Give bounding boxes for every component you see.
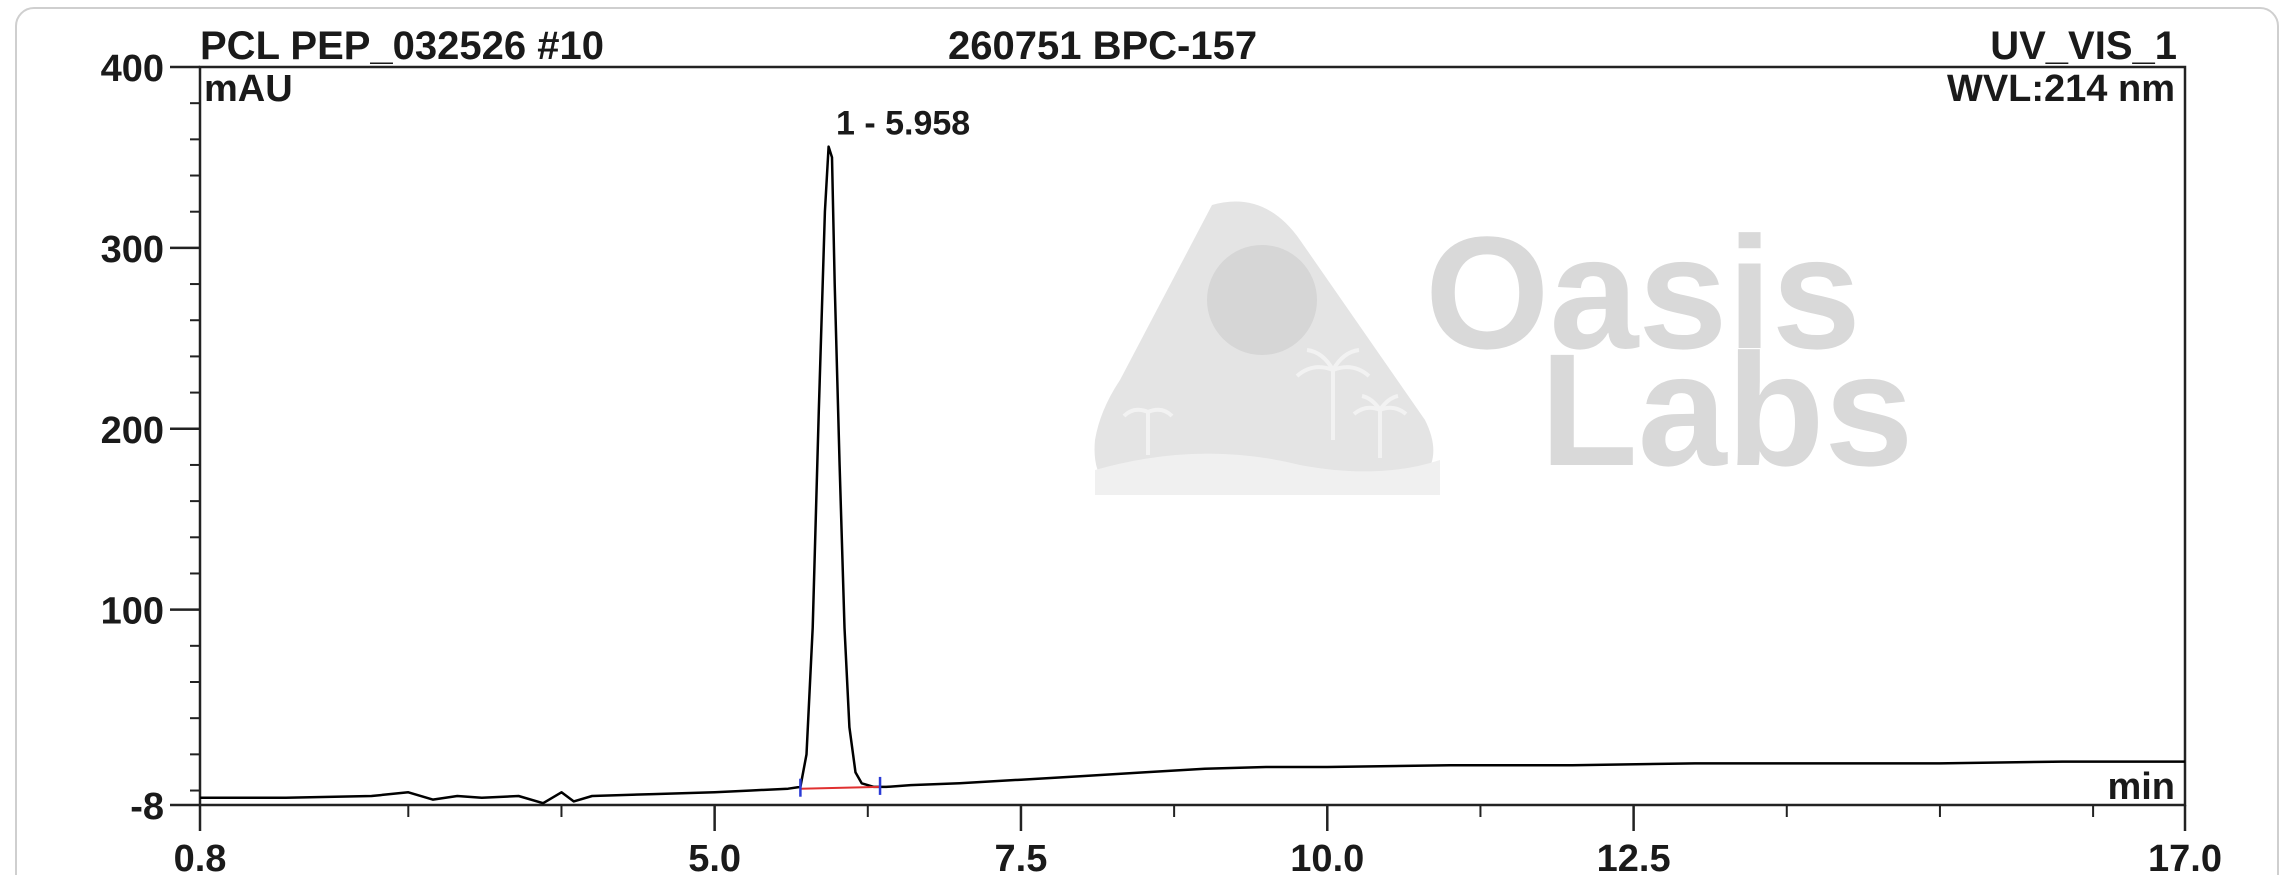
- y-tick-label: 400: [101, 48, 164, 90]
- peak-label: 1 - 5.958: [836, 105, 970, 143]
- watermark-text-oasis: Oasis: [1425, 203, 1861, 382]
- channel-label: UV_VIS_1: [1990, 24, 2177, 68]
- watermark-text-labs: Labs: [1540, 320, 1913, 499]
- axes: -8 100 200 300 400 0.8 5.0 7.5 10.0 12.5 17.0: [101, 48, 2222, 880]
- x-tick-label: 10.0: [1290, 838, 1364, 875]
- series-layer: [200, 145, 2185, 805]
- x-tick-label: 12.5: [1597, 838, 1671, 875]
- sample-name: PCL PEP_032526 #10: [200, 24, 605, 68]
- watermark-logo: Oasis Labs: [1094, 201, 1913, 499]
- x-tick-label: 5.0: [688, 838, 741, 875]
- y-tick-label: 100: [101, 591, 164, 633]
- watermark-dune: [1095, 453, 1440, 495]
- y-tick-label: 300: [101, 229, 164, 271]
- wavelength-label: WVL:214 nm: [1946, 68, 2175, 110]
- x-tick-label: 7.5: [995, 838, 1048, 875]
- chromatogram-trace: [200, 145, 2185, 805]
- palm-tree-icon: [1122, 348, 1408, 458]
- plot-area: [198, 65, 2187, 807]
- annotation-layer: 1 - 5.958: [799, 105, 970, 797]
- y-tick-label: -8: [130, 786, 164, 828]
- sample-id: 260751 BPC-157: [948, 24, 1258, 68]
- x-tick-label: 17.0: [2148, 838, 2222, 875]
- x-tick-label: 0.8: [174, 838, 227, 875]
- y-tick-label: 200: [101, 410, 164, 452]
- peak-baseline: [800, 785, 881, 790]
- watermark-sun: [1207, 245, 1317, 355]
- y-axis-unit: mAU: [204, 68, 293, 110]
- x-axis-unit: min: [2107, 766, 2175, 808]
